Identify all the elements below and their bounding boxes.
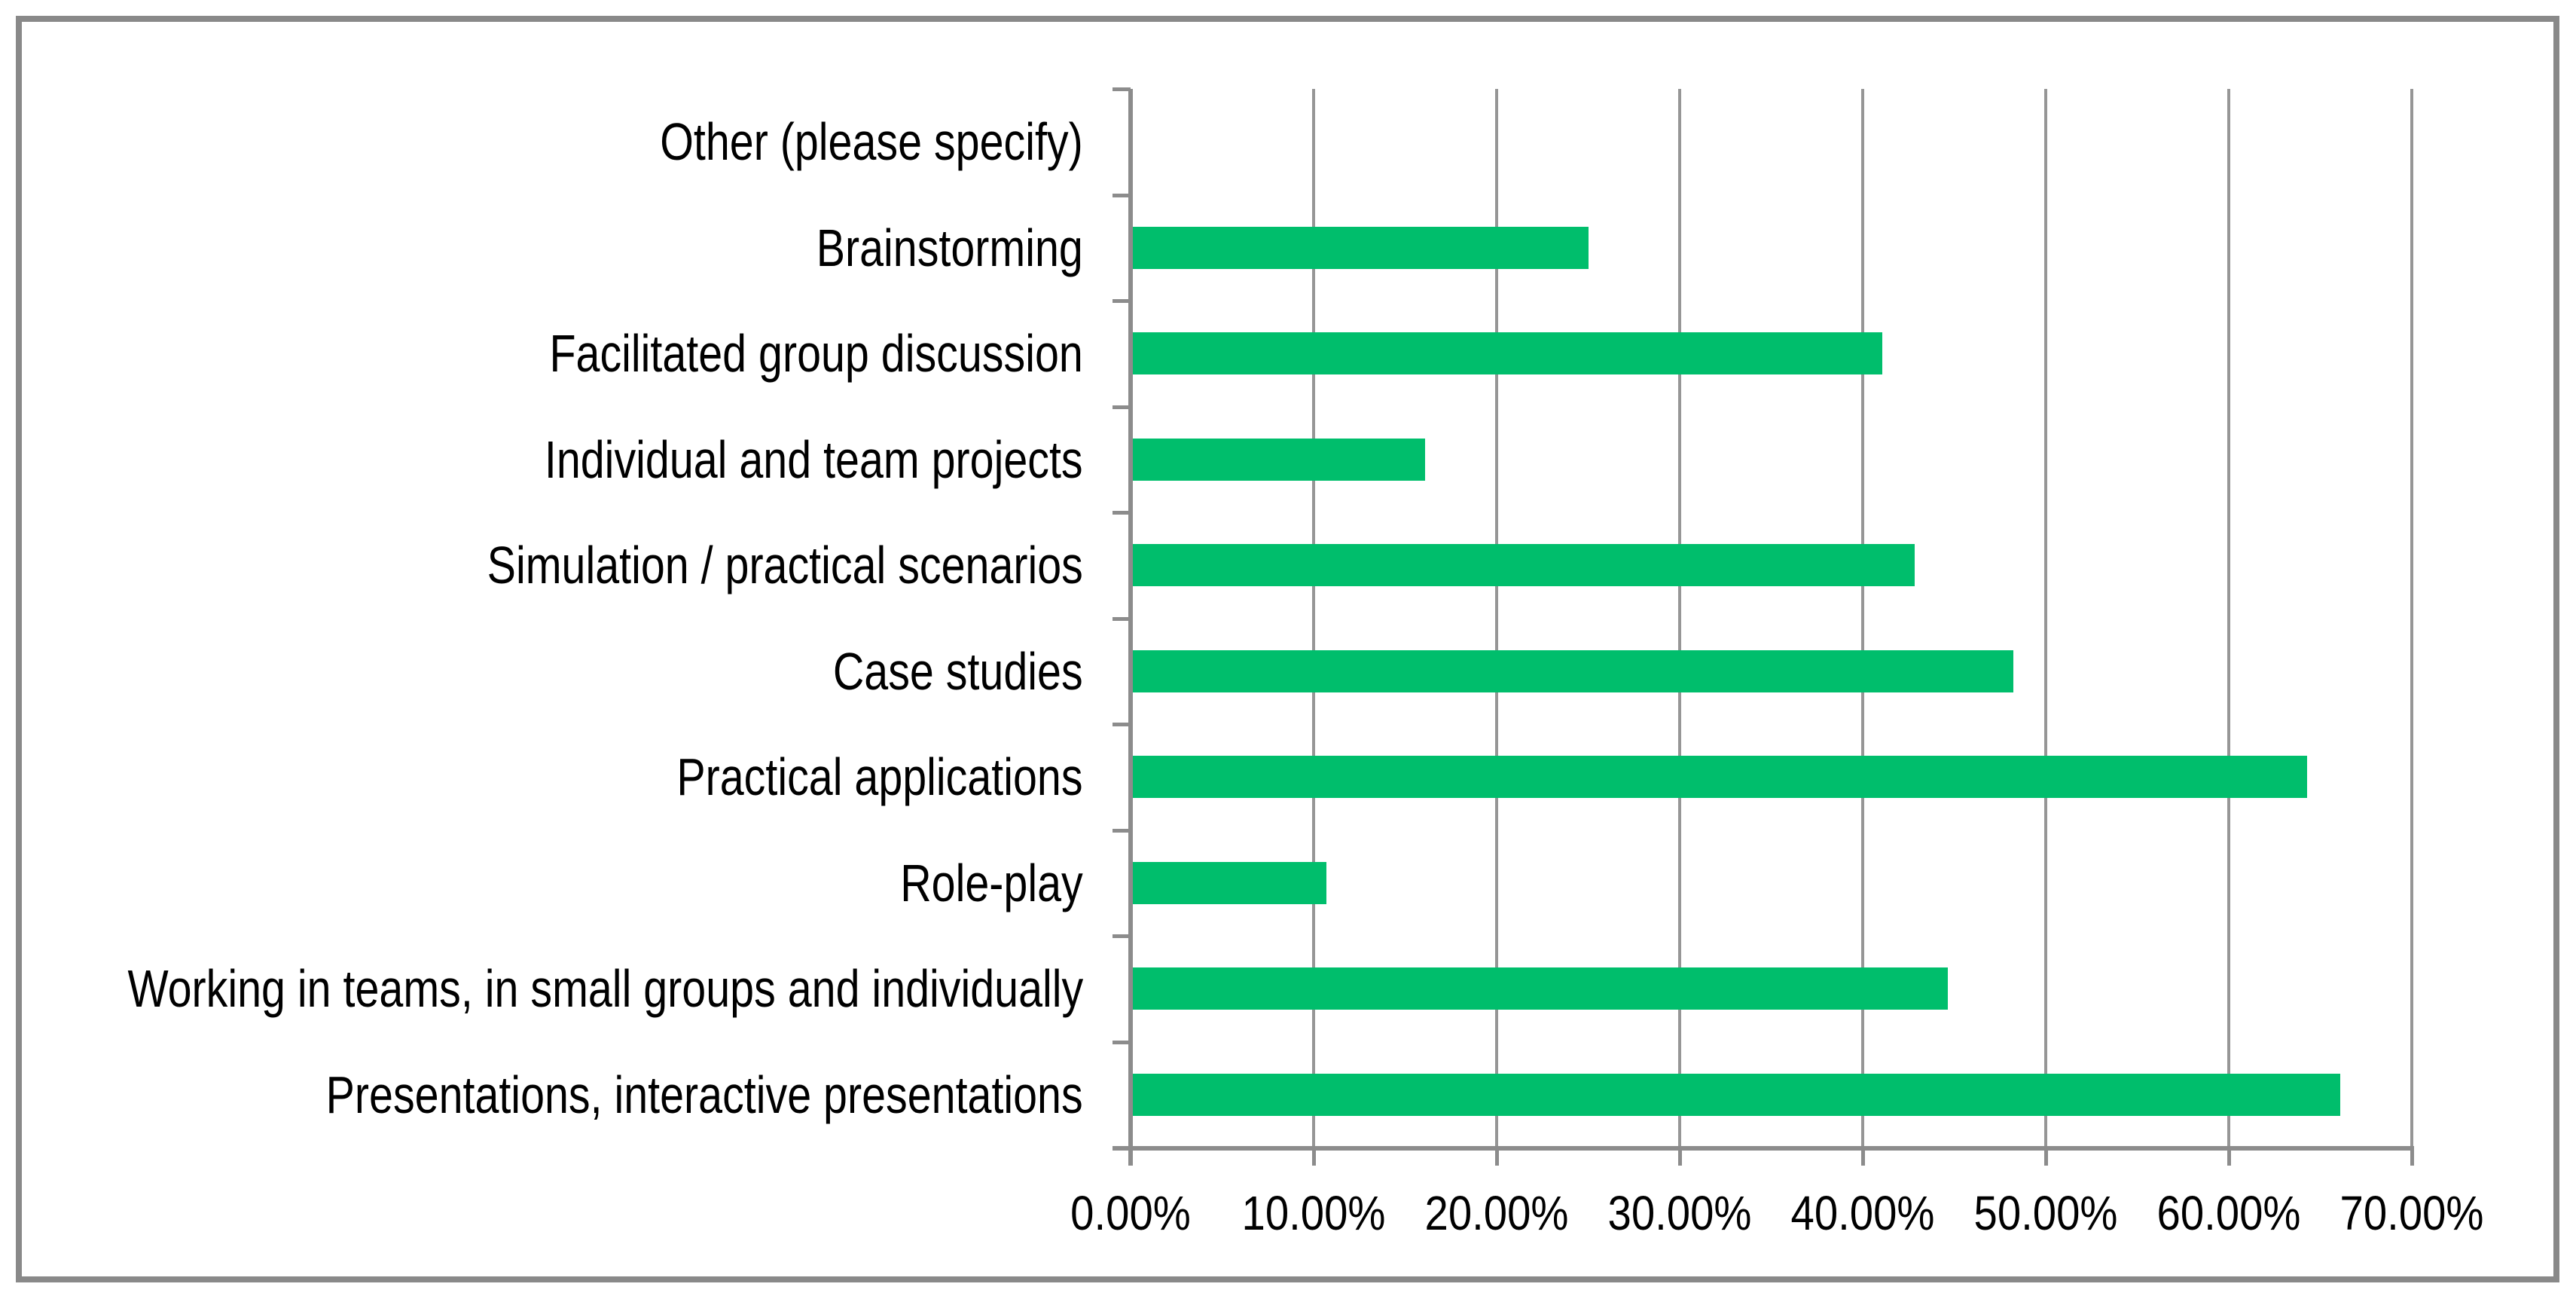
- gridline-vertical: [1678, 89, 1681, 1146]
- x-axis-line: [1113, 1146, 2414, 1151]
- category-label: Other (please specify): [660, 112, 1083, 172]
- y-axis-tick: [1113, 299, 1131, 303]
- x-axis-tick-label: 10.00%: [1241, 1186, 1386, 1240]
- y-axis-tick: [1113, 934, 1131, 938]
- y-axis-tick: [1113, 87, 1131, 91]
- category-label: Practical applications: [676, 747, 1083, 807]
- bar: [1133, 332, 1882, 375]
- bar: [1133, 438, 1425, 481]
- bar: [1133, 1073, 2340, 1116]
- gridline-vertical: [1495, 89, 1498, 1146]
- category-label: Individual and team projects: [545, 429, 1083, 489]
- y-axis-tick: [1113, 1040, 1131, 1044]
- bar: [1133, 544, 1915, 587]
- x-axis-tick-label: 60.00%: [2156, 1186, 2301, 1240]
- y-axis-tick: [1113, 828, 1131, 833]
- bar: [1133, 756, 2308, 799]
- y-axis-tick: [1113, 511, 1131, 515]
- x-axis-tick-label: 70.00%: [2339, 1186, 2484, 1240]
- category-label: Brainstorming: [816, 218, 1083, 277]
- category-label: Case studies: [833, 641, 1083, 701]
- x-axis-tick: [1495, 1151, 1499, 1166]
- y-axis-tick: [1113, 616, 1131, 621]
- gridline-vertical: [2227, 89, 2230, 1146]
- x-axis-tick: [2044, 1151, 2048, 1166]
- x-axis-tick: [1312, 1151, 1316, 1166]
- x-axis-tick: [1861, 1151, 1865, 1166]
- gridline-vertical: [1861, 89, 1864, 1146]
- gridline-vertical: [1312, 89, 1315, 1146]
- x-axis-tick-label: 30.00%: [1607, 1186, 1752, 1240]
- y-axis-tick: [1113, 405, 1131, 409]
- x-axis-tick-label: 20.00%: [1424, 1186, 1569, 1240]
- x-axis-tick: [1678, 1151, 1682, 1166]
- category-label: Facilitated group discussion: [549, 324, 1083, 384]
- gridline-vertical: [2410, 89, 2413, 1146]
- category-label: Presentations, interactive presentations: [325, 1065, 1083, 1124]
- bar: [1133, 967, 1948, 1010]
- x-axis-tick-label: 50.00%: [1973, 1186, 2118, 1240]
- bar: [1133, 226, 1589, 269]
- category-label: Role-play: [900, 853, 1083, 912]
- category-label: Working in teams, in small groups and in…: [127, 959, 1083, 1019]
- y-axis-tick: [1113, 193, 1131, 197]
- y-axis-tick: [1113, 723, 1131, 726]
- x-axis-tick-label: 0.00%: [1070, 1186, 1191, 1240]
- x-axis-tick-label: 40.00%: [1790, 1186, 1935, 1240]
- gridline-vertical: [2044, 89, 2047, 1146]
- category-label: Simulation / practical scenarios: [487, 536, 1083, 595]
- bar: [1133, 861, 1327, 904]
- y-axis-line: [1128, 89, 1133, 1166]
- x-axis-tick: [2227, 1151, 2231, 1166]
- bar: [1133, 650, 2013, 692]
- x-axis-tick: [2410, 1151, 2414, 1166]
